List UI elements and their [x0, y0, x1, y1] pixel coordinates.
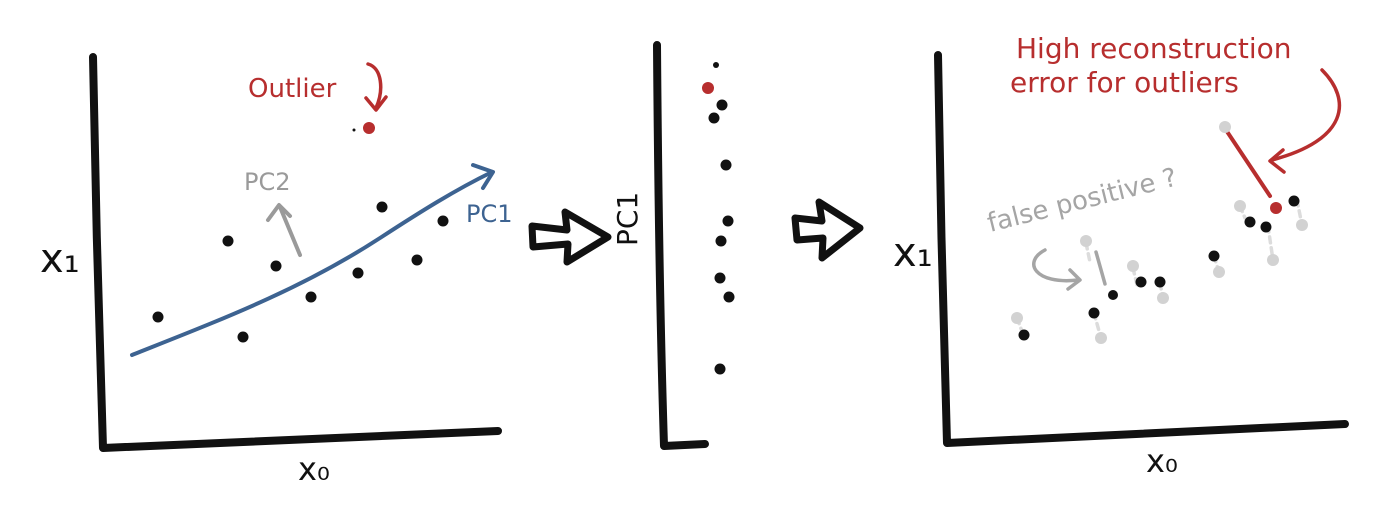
projected-outlier-point — [702, 82, 714, 94]
annotation-line-1: High reconstruction — [1016, 32, 1292, 65]
ghost-point — [1234, 200, 1246, 212]
data-point — [376, 201, 388, 213]
ghost-point — [1157, 292, 1169, 304]
ghost-point — [1213, 266, 1225, 278]
data-point — [411, 254, 423, 266]
y-axis — [934, 51, 1349, 447]
ghost-point — [1296, 219, 1308, 231]
panel-original-data: x₁ x₀ PC1 PC2 Outlier — [40, 53, 513, 488]
false-positive-arrow — [1032, 248, 1080, 283]
right-arrow-icon — [791, 198, 864, 262]
pc1-label: PC1 — [466, 200, 513, 228]
pc1-arrowhead — [471, 163, 495, 190]
projected-points — [708, 62, 735, 375]
outlier-pointer-arrowhead — [364, 95, 388, 112]
pc2-arrow — [278, 205, 302, 257]
reconstructed-point — [1154, 276, 1166, 288]
projected-point — [722, 215, 734, 227]
reconstructed-point — [1108, 290, 1118, 300]
pc1-arrow — [130, 170, 494, 357]
reconstructed-point — [1135, 276, 1147, 288]
x-axis-label: x₀ — [1146, 442, 1178, 480]
data-points — [152, 201, 449, 343]
data-point — [305, 291, 317, 303]
data-point — [237, 331, 249, 343]
reconstructed-point — [1288, 195, 1300, 207]
outlier-label: Outlier — [248, 74, 337, 104]
data-point — [437, 215, 449, 227]
ghost-point — [1080, 235, 1092, 247]
false-positive-arrowhead — [1066, 268, 1082, 291]
false-positive-mark — [1094, 250, 1107, 286]
x-axis-label: x₀ — [298, 450, 330, 488]
reconstructed-point — [1018, 329, 1030, 341]
reconstructed-point — [1088, 307, 1100, 319]
reconstructed-point — [1244, 216, 1256, 228]
projected-point — [723, 291, 735, 303]
projected-point — [713, 62, 719, 68]
data-point — [352, 267, 364, 279]
outlier-pointer-arrow — [366, 62, 383, 110]
projected-point — [716, 99, 728, 111]
projected-point — [720, 159, 732, 171]
panel-projection: PC1 — [611, 41, 735, 450]
data-point — [222, 235, 234, 247]
ghost-point — [1267, 254, 1279, 266]
reconstructed-points — [1018, 195, 1300, 341]
ghost-point — [1219, 121, 1231, 133]
ghost-point — [1095, 332, 1107, 344]
right-arrow-icon — [528, 208, 612, 266]
stray-mark — [352, 128, 356, 132]
projected-point — [708, 112, 720, 124]
false-positive-label: false positive ? — [984, 163, 1180, 239]
data-point — [152, 311, 164, 323]
ghost-points — [1011, 121, 1308, 344]
reconstructed-outlier-point — [1270, 202, 1282, 214]
outlier-point — [363, 122, 375, 134]
annotation-arrow — [1270, 68, 1342, 162]
ghost-point — [1127, 260, 1139, 272]
projected-point — [714, 363, 726, 375]
reconstructed-point — [1260, 221, 1272, 233]
annotation-arrowhead — [1268, 148, 1286, 174]
y-axis — [89, 53, 502, 452]
annotation-line-2: error for outliers — [1010, 66, 1239, 99]
outlier-error-segment — [1224, 128, 1272, 198]
y-axis-label: x₁ — [893, 230, 933, 276]
projected-point — [715, 235, 727, 247]
projected-point — [714, 272, 726, 284]
y-axis-label: x₁ — [40, 236, 80, 282]
pc1-axis-label: PC1 — [611, 192, 644, 246]
reconstructed-point — [1208, 250, 1220, 262]
data-point — [270, 260, 282, 272]
panel-reconstruction: x₁ x₀ High reconstruction error for outl… — [893, 32, 1349, 480]
pc2-label: PC2 — [244, 168, 291, 196]
pc2-arrowhead — [266, 203, 292, 222]
ghost-point — [1011, 312, 1023, 324]
pc1-axis — [653, 41, 709, 450]
